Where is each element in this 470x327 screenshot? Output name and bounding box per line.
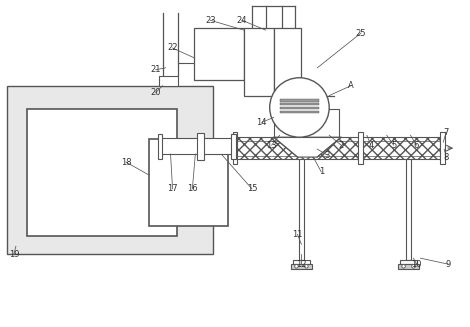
Text: 13: 13: [266, 141, 277, 150]
Bar: [440, 132, 445, 164]
Text: A: A: [348, 81, 354, 90]
Text: 14: 14: [257, 118, 267, 127]
Bar: [231, 134, 236, 159]
Text: 15: 15: [247, 184, 257, 193]
Text: 18: 18: [121, 158, 131, 166]
Text: 10: 10: [411, 260, 422, 269]
Text: 4: 4: [368, 141, 374, 150]
Bar: [280, 107, 319, 110]
Bar: [244, 28, 274, 95]
Text: 1: 1: [319, 167, 324, 177]
Circle shape: [270, 78, 329, 137]
Bar: [158, 134, 162, 159]
Bar: [274, 28, 301, 95]
Bar: [406, 159, 411, 260]
Bar: [359, 132, 363, 164]
Bar: [400, 260, 417, 264]
Bar: [299, 159, 304, 260]
Bar: [233, 132, 237, 164]
Bar: [159, 76, 179, 86]
Polygon shape: [274, 137, 341, 157]
Bar: [236, 137, 440, 159]
Bar: [280, 111, 319, 113]
Circle shape: [305, 265, 308, 268]
Text: 16: 16: [187, 184, 198, 193]
Text: 7: 7: [444, 128, 449, 137]
Text: 11: 11: [292, 230, 303, 239]
Text: 19: 19: [8, 250, 19, 259]
Bar: [159, 138, 236, 154]
Text: 3: 3: [324, 150, 330, 160]
Bar: [149, 139, 228, 227]
Bar: [290, 264, 313, 268]
Text: 9: 9: [446, 260, 451, 269]
Bar: [274, 110, 339, 137]
Bar: [195, 28, 244, 80]
Text: 24: 24: [237, 16, 247, 25]
Text: 6: 6: [414, 141, 419, 150]
Bar: [197, 133, 204, 160]
Text: 25: 25: [356, 29, 366, 38]
Bar: [288, 90, 298, 110]
Bar: [280, 103, 319, 106]
Text: 22: 22: [167, 43, 178, 53]
Circle shape: [295, 265, 298, 268]
Circle shape: [412, 265, 415, 268]
Bar: [27, 110, 178, 236]
Bar: [292, 260, 310, 264]
Bar: [280, 99, 319, 101]
Text: 21: 21: [150, 65, 161, 74]
Text: 5: 5: [391, 141, 396, 150]
Text: 8: 8: [444, 153, 449, 162]
Text: 17: 17: [167, 184, 178, 193]
Text: 2: 2: [338, 141, 344, 150]
Text: 12: 12: [296, 260, 307, 269]
Circle shape: [402, 265, 405, 268]
Bar: [7, 86, 213, 254]
Text: 20: 20: [150, 88, 161, 97]
Text: 23: 23: [205, 16, 216, 25]
Bar: [398, 264, 419, 268]
